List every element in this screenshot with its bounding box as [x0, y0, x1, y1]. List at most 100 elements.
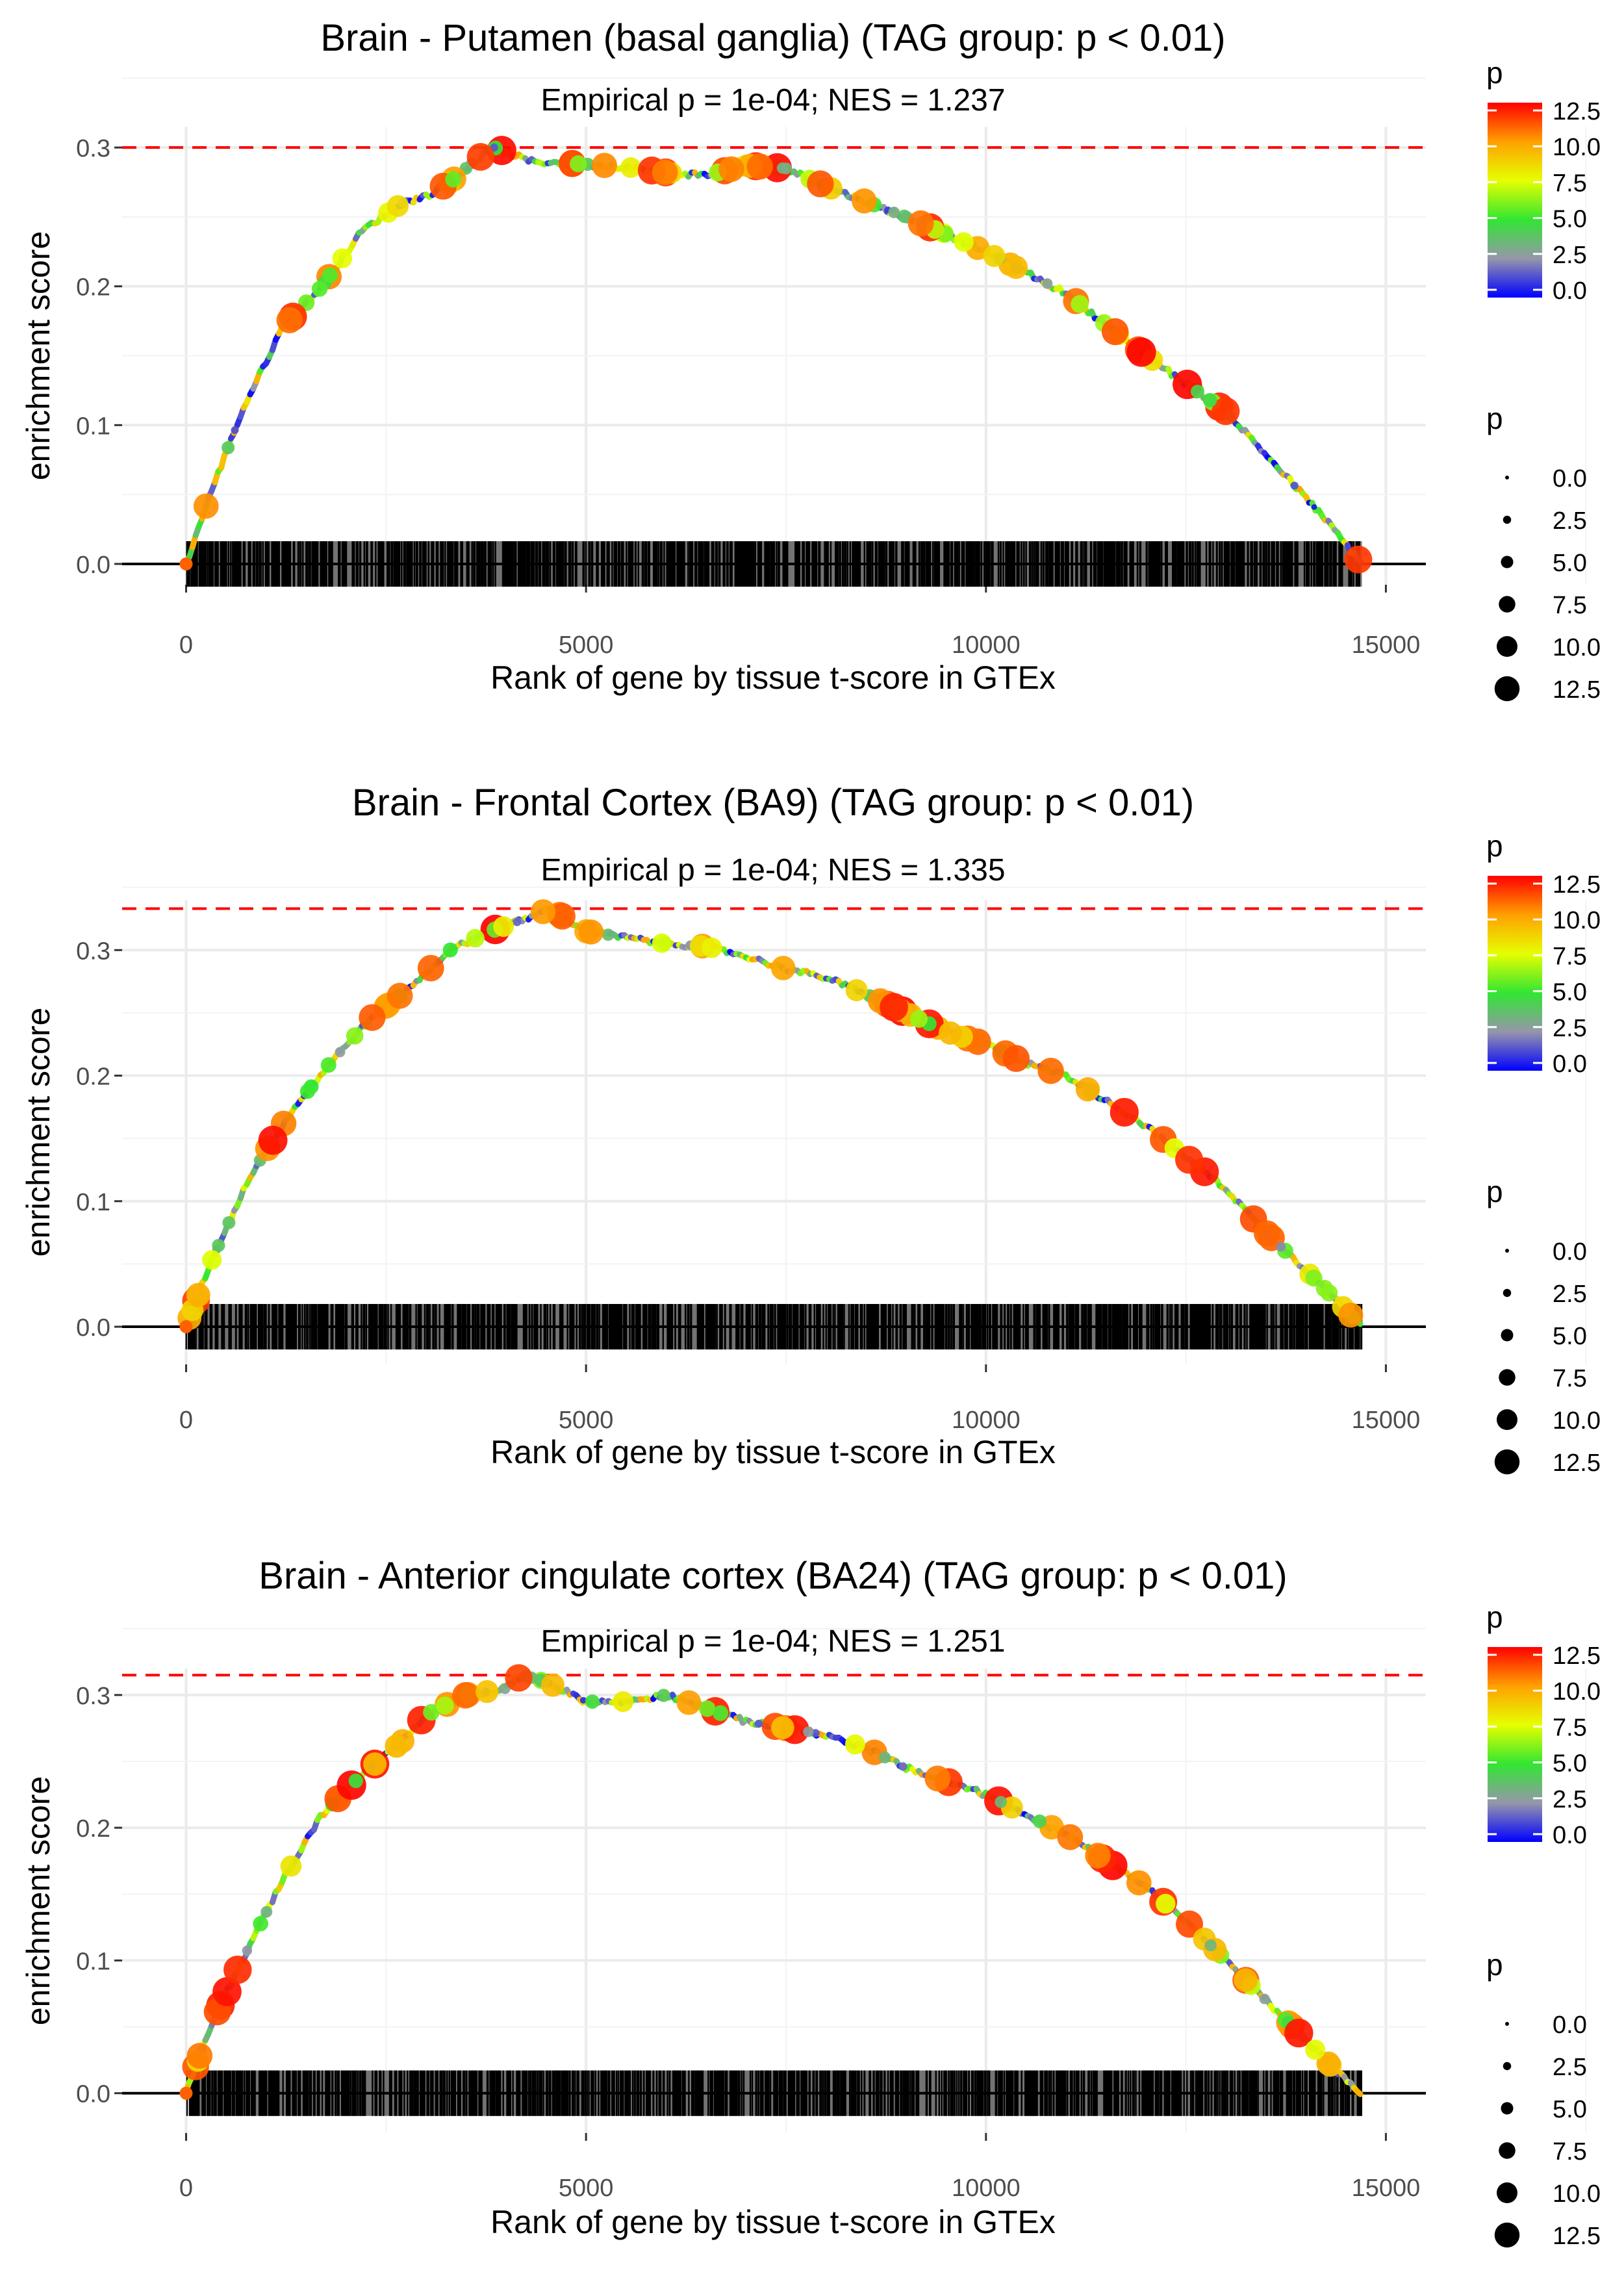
enrichment-point	[276, 307, 303, 333]
colorbar-label: 7.5	[1553, 1714, 1587, 1741]
enrichment-point	[548, 902, 576, 930]
enrichment-point	[907, 210, 934, 236]
colorbar-label: 10.0	[1553, 134, 1601, 161]
enrichment-point	[363, 1752, 387, 1776]
size-legend-label: 7.5	[1553, 1365, 1587, 1392]
y-tick-label: 0.0	[76, 1314, 110, 1342]
enrichment-point	[1126, 1870, 1152, 1896]
enrichment-point	[702, 937, 722, 958]
enrichment-point	[1126, 337, 1156, 367]
enrichment-point	[754, 1719, 763, 1728]
x-axis-label: Rank of gene by tissue t-score in GTEx	[490, 1434, 1056, 1470]
enrichment-point	[676, 1690, 702, 1715]
y-tick-label: 0.2	[76, 1815, 110, 1843]
enrichment-point	[1057, 1824, 1084, 1850]
size-legend-label: 7.5	[1553, 2138, 1587, 2165]
enrichment-point	[579, 1696, 587, 1704]
enrichment-point	[1305, 2039, 1326, 2060]
x-axis-label: Rank of gene by tissue t-score in GTEx	[490, 2204, 1056, 2240]
enrichment-point	[320, 1057, 336, 1073]
enrichment-point	[212, 1977, 242, 2006]
enrichment-point	[476, 1680, 499, 1704]
enrichment-point	[513, 917, 522, 926]
enrichment-point	[322, 267, 338, 283]
colorbar-label: 12.5	[1553, 871, 1601, 899]
size-legend-dot	[1503, 1288, 1512, 1297]
enrichment-point	[348, 1773, 363, 1789]
size-legend-dot	[1503, 2062, 1512, 2071]
enrichment-point	[1234, 1968, 1258, 1992]
enrichment-point	[222, 441, 235, 455]
enrichment-point	[1344, 545, 1373, 574]
enrichment-point	[222, 1216, 236, 1229]
size-legend: p 0.0 2.5 5.0 7.5 10.0 12.5	[1486, 1948, 1601, 2250]
colorbar-label: 12.5	[1553, 1642, 1601, 1670]
size-legend-dot	[1494, 1449, 1520, 1475]
enrichment-point	[179, 557, 193, 570]
size-legend-label: 7.5	[1553, 592, 1587, 619]
enrichment-point	[1311, 504, 1317, 510]
y-tick-label: 0.3	[76, 938, 110, 965]
enrichment-point	[231, 426, 239, 435]
x-tick-label: 0	[179, 2175, 193, 2202]
enrichment-point	[657, 1689, 670, 1702]
color-legend-title: p	[1486, 1600, 1503, 1634]
enrichment-point	[493, 916, 514, 938]
enrichment-curve	[183, 143, 1364, 567]
size-legend-dot	[1501, 556, 1514, 568]
enrichment-point	[540, 1673, 565, 1697]
y-axis-label: enrichment score	[20, 231, 57, 481]
size-legend-label: 12.5	[1553, 1450, 1601, 1477]
enrichment-point	[1204, 1939, 1217, 1952]
enrichment-point	[1190, 385, 1204, 399]
size-legend-label: 12.5	[1553, 2223, 1601, 2250]
chart-subtitle: Empirical p = 1e-04; NES = 1.251	[540, 1624, 1005, 1659]
enrichment-point	[1176, 1910, 1204, 1938]
grid	[122, 77, 1587, 585]
enrichment-point	[202, 1250, 222, 1270]
enrichment-point	[1338, 1302, 1364, 1328]
enrichment-point	[1320, 1284, 1338, 1302]
enrichment-point	[1156, 1893, 1176, 1914]
enrichment-point	[253, 1915, 268, 1932]
enrichment-point	[1032, 1814, 1047, 1828]
enrichment-point	[888, 206, 900, 218]
x-tick-label: 10000	[952, 2175, 1021, 2202]
enrichment-point	[852, 188, 877, 214]
enrichment-point	[186, 2043, 213, 2069]
enrichment-point	[995, 1796, 1008, 1808]
chart-subtitle: Empirical p = 1e-04; NES = 1.237	[540, 83, 1005, 118]
grid	[122, 1628, 1587, 2133]
enrichment-point	[569, 155, 587, 173]
enrichment-point	[718, 156, 744, 182]
enrichment-point	[346, 1027, 364, 1045]
chart-title: Brain - Putamen (basal ganglia) (TAG gro…	[320, 17, 1225, 59]
enrichment-point	[280, 1855, 302, 1877]
enrichment-points	[177, 899, 1364, 1334]
enrichment-point	[1202, 392, 1217, 407]
y-tick-label: 0.1	[76, 1189, 110, 1216]
chart-title: Brain - Frontal Cortex (BA9) (TAG group:…	[352, 782, 1194, 824]
size-legend-dot	[1497, 2182, 1517, 2203]
size-legend-label: 10.0	[1553, 1407, 1601, 1435]
colorbar-label: 0.0	[1553, 1051, 1587, 1078]
size-legend-dot	[1497, 1409, 1517, 1430]
size-legend-label: 2.5	[1553, 507, 1587, 535]
grid	[122, 886, 1587, 1364]
enrichment-point	[585, 1694, 600, 1709]
size-legend-dot	[1499, 2142, 1516, 2159]
y-tick-label: 0.0	[76, 2081, 110, 2108]
enrichment-point	[1284, 2018, 1313, 2048]
colorbar-label: 0.0	[1553, 277, 1587, 305]
enrichment-point	[1085, 1843, 1111, 1869]
size-legend-dot	[1505, 2022, 1509, 2026]
enrichment-point	[746, 153, 773, 180]
enrichment-point	[652, 933, 672, 953]
colorbar-label: 2.5	[1553, 1786, 1587, 1813]
enrichment-point	[1002, 1045, 1030, 1072]
enrichment-point	[1316, 2051, 1341, 2076]
enrichment-point	[845, 979, 868, 1002]
enrichment-point	[435, 1696, 454, 1715]
enrichment-point	[811, 1729, 820, 1737]
x-tick-label: 5000	[559, 2175, 614, 2202]
